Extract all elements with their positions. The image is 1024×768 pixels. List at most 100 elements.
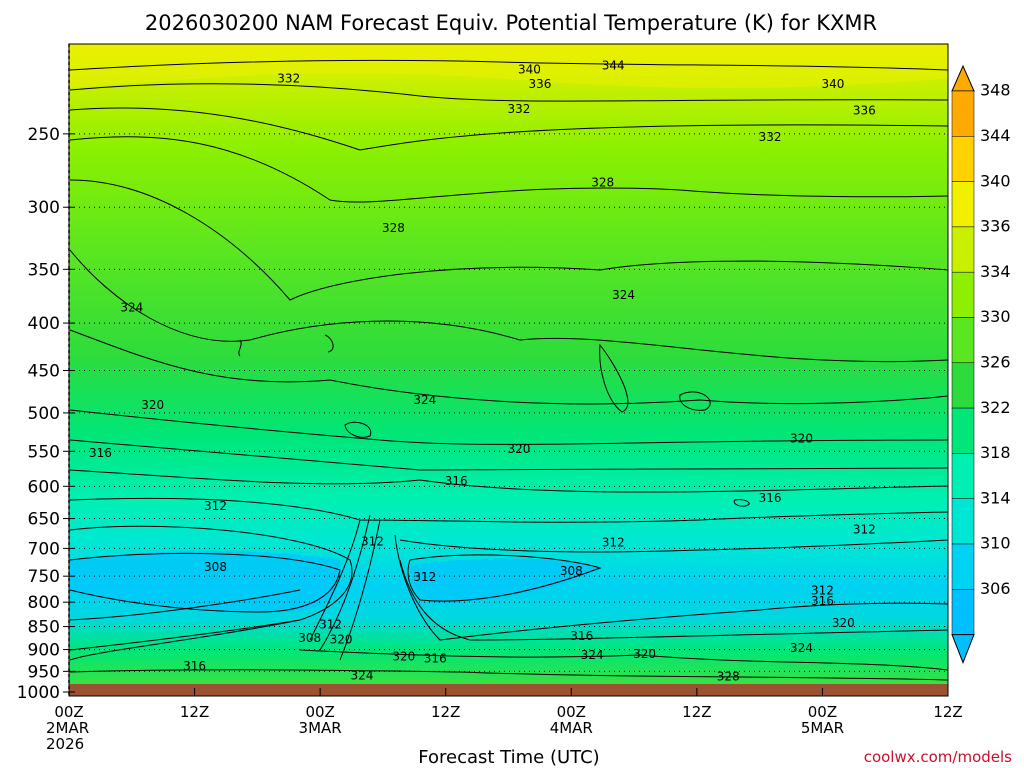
contour-label: 320 [141,398,164,412]
x-tick-label: 00Z [54,703,83,721]
x-tick-label: 5MAR [801,719,844,737]
x-tick-label: 2MAR [46,719,89,737]
contour-label: 312 [602,536,625,550]
y-tick-label: 550 [28,442,60,462]
contour-label: 336 [853,104,876,118]
contour-label: 320 [790,432,813,446]
x-tick-label: 12Z [933,703,962,721]
ground-surface [69,684,948,696]
x-tick-label: 00Z [305,703,334,721]
credit-text: coolwx.com/models [864,748,1012,766]
x-tick-label: 3MAR [299,719,342,737]
contour-label: 308 [298,631,321,645]
cold-moist-pocket-right [410,558,600,604]
colorbar-label: 344 [980,126,1011,145]
contour-label: 316 [89,446,112,460]
colorbar-label: 326 [980,352,1011,371]
colorbar-swatch [951,226,975,273]
x-tick-label: 00Z [557,703,586,721]
colorbar-label: 306 [980,579,1011,598]
y-tick-label: 850 [28,618,60,638]
y-tick-label: 750 [28,567,60,587]
contour-label: 324 [612,288,635,302]
colorbar-swatch [951,317,975,364]
contour-label: 332 [277,72,300,86]
contour-label: 340 [518,62,541,76]
colorbar-label: 330 [980,307,1011,326]
contour-label: 316 [811,594,834,608]
colorbar-swatch [951,589,975,635]
y-tick-label: 300 [28,198,60,218]
contour-label: 332 [759,130,782,144]
colorbar-label: 322 [980,398,1011,417]
contour-label: 320 [832,616,855,630]
contour-label: 328 [717,669,740,683]
colorbar-label: 336 [980,217,1011,236]
contour-label: 312 [413,570,436,584]
y-tick-label: 700 [28,539,60,559]
x-tick-label: 00Z [808,703,837,721]
colorbar-swatch [951,498,975,545]
contour-label: 312 [204,499,227,513]
y-tick-label: 600 [28,477,60,497]
y-tick-label: 950 [28,662,60,682]
contour-label-layer: 3323403363443403363323323283283243243243… [89,59,876,684]
y-tick-label: 650 [28,510,60,530]
colorbar-bottom-arrow [951,634,975,664]
contour-label: 324 [120,301,143,315]
colorbar: 348 344 340 336 334 330 326 322 318 314 310 306 [951,64,1011,664]
contour-label: 316 [759,491,782,505]
x-tick-label: 12Z [180,703,209,721]
contour-label: 324 [581,648,604,662]
y-axis: 250 300 350 400 450 500 550 600 650 700 750 800 850 9… [17,125,75,703]
warm-tongue-upper [70,44,948,88]
colorbar-label: 340 [980,171,1011,190]
contour-label: 332 [508,102,531,116]
cold-moist-pocket-left [70,551,341,613]
colorbar-swatch [951,271,975,318]
contour-label: 328 [382,221,405,235]
colorbar-swatch [951,543,975,590]
contour-label: 320 [633,647,656,661]
y-tick-label: 350 [28,260,60,280]
contour-label: 312 [853,523,876,537]
y-tick-label: 250 [28,125,60,145]
colorbar-label: 334 [980,262,1011,281]
contour-label: 312 [361,534,384,548]
contour-label: 316 [570,629,593,643]
y-tick-label: 500 [28,404,60,424]
contour-label: 340 [821,77,844,91]
contour-label: 320 [392,650,415,664]
y-tick-label: 400 [28,314,60,334]
y-tick-label: 800 [28,593,60,613]
contour-label: 320 [330,633,353,647]
contour-label: 344 [602,59,625,73]
colorbar-swatch [951,90,975,137]
y-tick-label: 1000 [17,683,60,703]
contour-label: 316 [183,659,206,673]
colorbar-swatch [951,362,975,409]
contour-label: 316 [445,474,468,488]
contour-label: 324 [413,393,436,407]
contour-label: 324 [790,641,813,655]
x-tick-label: 4MAR [550,719,593,737]
contour-label: 312 [319,618,342,632]
plot-area: 3323403363443403363323323283283243243243… [69,44,948,696]
x-axis-label: Forecast Time (UTC) [418,747,599,768]
contour-label: 324 [351,669,374,683]
colorbar-swatch [951,181,975,228]
contour-label: 312 [811,583,834,597]
y-tick-label: 900 [28,641,60,661]
colorbar-swatch [951,453,975,499]
colorbar-label: 310 [980,534,1011,553]
colorbar-swatch [951,407,975,454]
y-tick-label: 450 [28,361,60,381]
contour-lines [69,59,948,681]
contour-label: 308 [204,560,227,574]
x-tick-label: 12Z [431,703,460,721]
contour-label: 308 [560,564,583,578]
contour-label: 336 [528,77,551,91]
contour-label: 328 [591,175,614,189]
colorbar-label: 318 [980,443,1011,462]
